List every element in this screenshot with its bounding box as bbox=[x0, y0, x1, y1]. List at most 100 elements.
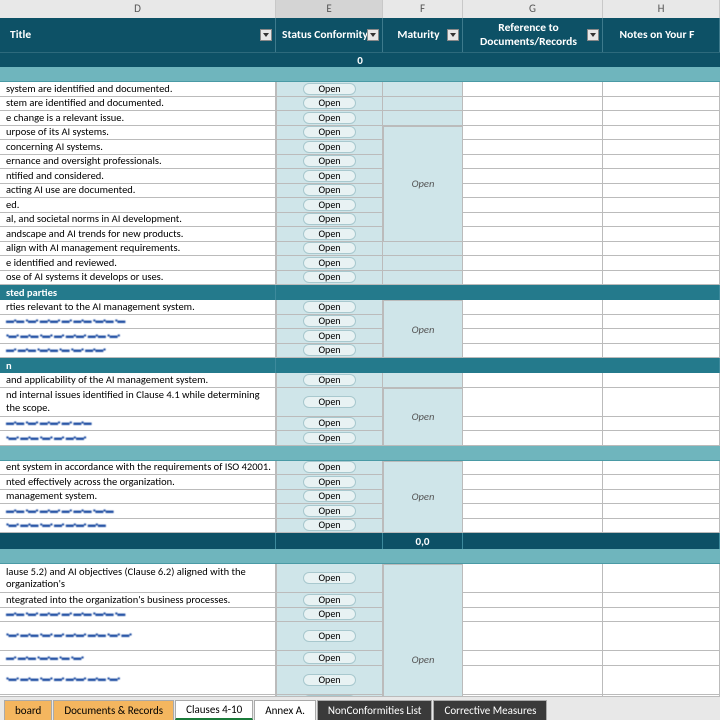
cell-notes[interactable] bbox=[603, 431, 720, 446]
cell-status[interactable]: Open bbox=[276, 373, 383, 388]
cell-title[interactable]: ▬▪▬ ▪▬▪ ▬▪▬▪ ▬▪ ▬▪▬ bbox=[0, 417, 276, 432]
table-row[interactable]: e change is a relevant issue. Open bbox=[0, 111, 720, 126]
cell-title[interactable]: management system. bbox=[0, 490, 276, 505]
header-reference[interactable]: Reference to Documents/Records bbox=[463, 18, 603, 52]
cell-notes[interactable] bbox=[603, 344, 720, 359]
cell-reference[interactable] bbox=[463, 126, 603, 141]
cell-status[interactable]: Open bbox=[276, 651, 383, 666]
cell-status[interactable]: Open bbox=[276, 388, 383, 417]
cell-reference[interactable] bbox=[463, 373, 603, 388]
cell-notes[interactable] bbox=[603, 140, 720, 155]
maturity-merged[interactable]: Open bbox=[383, 126, 463, 242]
filter-icon[interactable] bbox=[367, 29, 379, 41]
table-row[interactable]: lause 5.2) and AI objectives (Clause 6.2… bbox=[0, 564, 720, 593]
filter-icon[interactable] bbox=[447, 29, 459, 41]
cell-title[interactable]: ▪▬▪ ▬▪▬ ▪▬▪ ▬▪ ▬▪▬▪ ▬▪▬ ▪▬▪ ▬▪ bbox=[0, 622, 276, 651]
cell-notes[interactable] bbox=[603, 256, 720, 271]
table-row[interactable]: management system. Open bbox=[0, 490, 720, 505]
filter-icon[interactable] bbox=[260, 29, 272, 41]
table-row[interactable]: ▪▬▪ ▬▪▬ ▪▬▪ ▬▪ ▬▪▬▪ Open bbox=[0, 431, 720, 446]
cell-status[interactable]: Open bbox=[276, 169, 383, 184]
table-row[interactable]: ernance and oversight professionals. Ope… bbox=[0, 155, 720, 170]
cell-status[interactable]: Open bbox=[276, 315, 383, 330]
cell-notes[interactable] bbox=[603, 198, 720, 213]
filter-icon[interactable] bbox=[587, 29, 599, 41]
cell-notes[interactable] bbox=[603, 111, 720, 126]
table-row[interactable]: nted effectively across the organization… bbox=[0, 475, 720, 490]
cell-status[interactable]: Open bbox=[276, 608, 383, 623]
table-row[interactable]: acting AI use are documented. Open bbox=[0, 184, 720, 199]
cell-reference[interactable] bbox=[463, 271, 603, 286]
cell-title[interactable]: ent system in accordance with the requir… bbox=[0, 461, 276, 476]
cell-maturity[interactable] bbox=[383, 242, 463, 257]
table-row[interactable]: ▬▪▬ ▪▬▪ ▬▪▬▪ ▬▪ ▬▪▬ Open bbox=[0, 417, 720, 432]
maturity-merged[interactable]: Open bbox=[383, 461, 463, 534]
table-row[interactable]: align with AI management requirements. O… bbox=[0, 242, 720, 257]
cell-maturity[interactable] bbox=[383, 82, 463, 97]
table-row[interactable]: nd internal issues identified in Clause … bbox=[0, 388, 720, 417]
table-row[interactable]: ▬▪ ▬▪▬ ▪▬▪▬ ▪▬ ▪▬▪ ▬▪▬▪ Open bbox=[0, 344, 720, 359]
cell-title[interactable]: ntified and considered. bbox=[0, 169, 276, 184]
cell-status[interactable]: Open bbox=[276, 431, 383, 446]
table-row[interactable]: ▪▬▪ ▬▪▬ ▪▬▪ ▬▪ ▬▪▬▪ ▬▪▬ ▪▬▪ Open bbox=[0, 666, 720, 695]
cell-notes[interactable] bbox=[603, 126, 720, 141]
cell-title[interactable]: system are identified and documented. bbox=[0, 82, 276, 97]
cell-reference[interactable] bbox=[463, 184, 603, 199]
cell-title[interactable]: rties relevant to the AI management syst… bbox=[0, 300, 276, 315]
cell-title[interactable]: align with AI management requirements. bbox=[0, 242, 276, 257]
cell-title[interactable]: ▬▪▬ ▪▬▪ ▬▪▬▪ ▬▪ ▬▪▬ ▪▬▪▬ bbox=[0, 504, 276, 519]
maturity-merged[interactable]: Open bbox=[383, 388, 463, 446]
table-row[interactable]: stem are identified and documented. Open bbox=[0, 97, 720, 112]
cell-notes[interactable] bbox=[603, 242, 720, 257]
sheet-tab[interactable]: board bbox=[4, 700, 52, 720]
cell-status[interactable]: Open bbox=[276, 593, 383, 608]
cell-title[interactable]: lause 5.2) and AI objectives (Clause 6.2… bbox=[0, 564, 276, 593]
table-row[interactable]: rties relevant to the AI management syst… bbox=[0, 300, 720, 315]
cell-notes[interactable] bbox=[603, 329, 720, 344]
col-header-f[interactable]: F bbox=[383, 0, 463, 20]
cell-reference[interactable] bbox=[463, 329, 603, 344]
cell-reference[interactable] bbox=[463, 111, 603, 126]
cell-notes[interactable] bbox=[603, 227, 720, 242]
header-status[interactable]: Status Conformity bbox=[276, 18, 383, 52]
header-notes[interactable]: Notes on Your F bbox=[603, 18, 720, 52]
cell-status[interactable]: Open bbox=[276, 111, 383, 126]
table-row[interactable]: ntified and considered. Open bbox=[0, 169, 720, 184]
table-row[interactable]: system are identified and documented. Op… bbox=[0, 82, 720, 97]
cell-title[interactable]: nd internal issues identified in Clause … bbox=[0, 388, 276, 417]
cell-reference[interactable] bbox=[463, 593, 603, 608]
cell-notes[interactable] bbox=[603, 475, 720, 490]
cell-reference[interactable] bbox=[463, 198, 603, 213]
cell-reference[interactable] bbox=[463, 315, 603, 330]
table-row[interactable]: urpose of its AI systems. Open bbox=[0, 126, 720, 141]
cell-status[interactable]: Open bbox=[276, 155, 383, 170]
cell-notes[interactable] bbox=[603, 504, 720, 519]
cell-status[interactable]: Open bbox=[276, 475, 383, 490]
cell-reference[interactable] bbox=[463, 169, 603, 184]
cell-notes[interactable] bbox=[603, 388, 720, 417]
table-row[interactable]: ose of AI systems it develops or uses. O… bbox=[0, 271, 720, 286]
cell-reference[interactable] bbox=[463, 461, 603, 476]
cell-notes[interactable] bbox=[603, 300, 720, 315]
table-row[interactable]: ▪▬▪ ▬▪▬ ▪▬▪ ▬▪ ▬▪▬▪ ▬▪▬ ▪▬▪ ▬▪ Open bbox=[0, 622, 720, 651]
cell-notes[interactable] bbox=[603, 519, 720, 534]
cell-status[interactable]: Open bbox=[276, 417, 383, 432]
cell-notes[interactable] bbox=[603, 651, 720, 666]
cell-notes[interactable] bbox=[603, 82, 720, 97]
cell-title[interactable]: nted effectively across the organization… bbox=[0, 475, 276, 490]
cell-reference[interactable] bbox=[463, 213, 603, 228]
sheet-tab[interactable]: Clauses 4-10 bbox=[175, 700, 253, 720]
header-title[interactable]: Title bbox=[0, 18, 276, 52]
cell-maturity[interactable] bbox=[383, 373, 463, 388]
cell-status[interactable]: Open bbox=[276, 490, 383, 505]
col-header-h[interactable]: H bbox=[603, 0, 720, 20]
cell-status[interactable]: Open bbox=[276, 344, 383, 359]
table-row[interactable]: al, and societal norms in AI development… bbox=[0, 213, 720, 228]
cell-title[interactable]: and applicability of the AI management s… bbox=[0, 373, 276, 388]
cell-reference[interactable] bbox=[463, 155, 603, 170]
cell-notes[interactable] bbox=[603, 213, 720, 228]
cell-reference[interactable] bbox=[463, 490, 603, 505]
cell-reference[interactable] bbox=[463, 666, 603, 695]
table-row[interactable]: andscape and AI trends for new products.… bbox=[0, 227, 720, 242]
cell-title[interactable]: ernance and oversight professionals. bbox=[0, 155, 276, 170]
